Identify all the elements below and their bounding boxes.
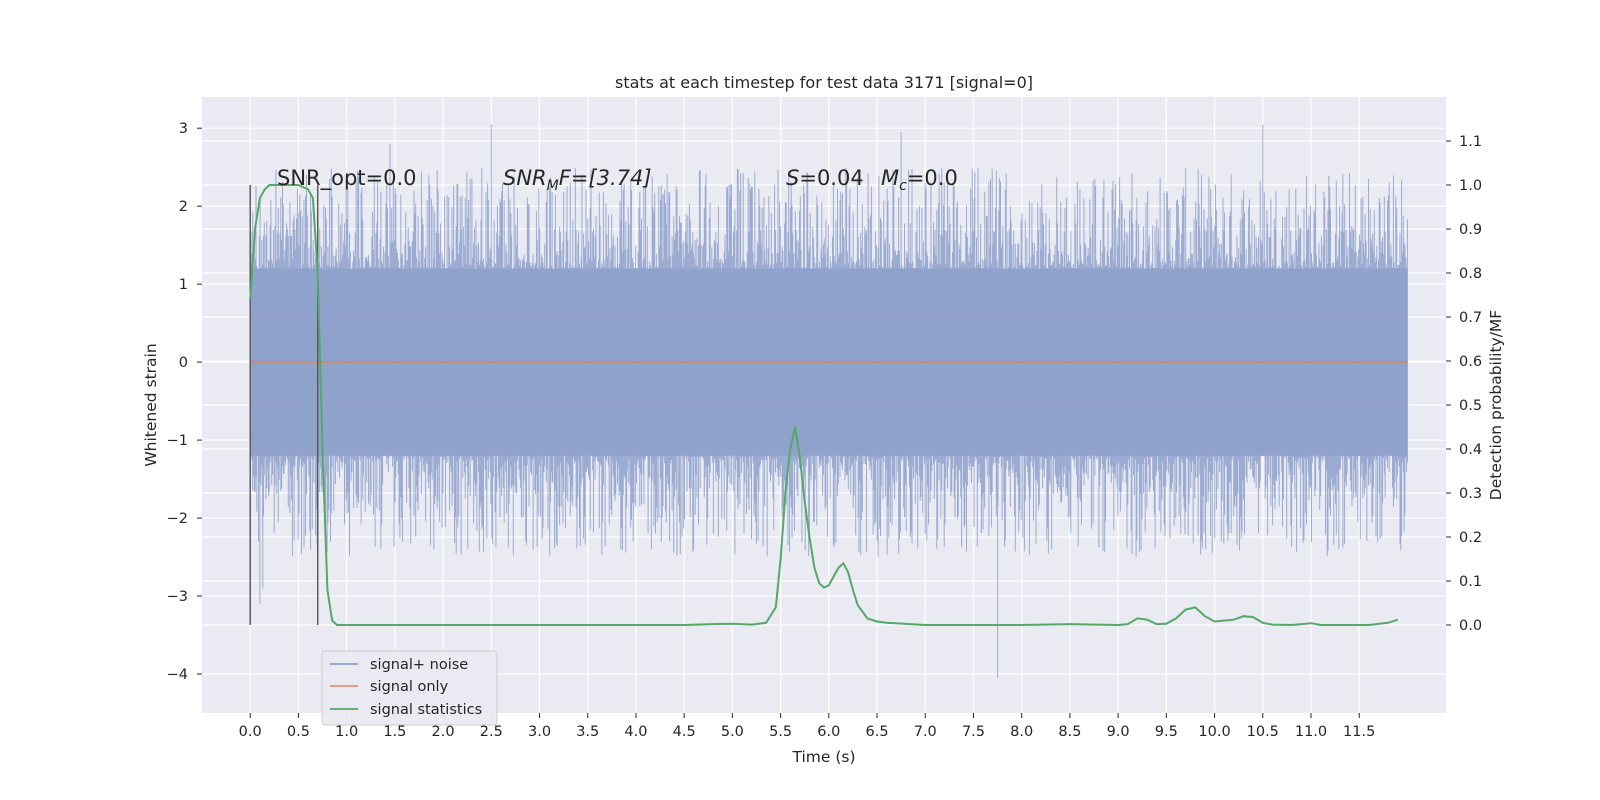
x-tick-label-16: 8.0	[1010, 724, 1033, 740]
x-tick-label-6: 3.0	[528, 724, 551, 740]
y-left-tick-label-4: −1	[167, 433, 188, 449]
y-right-tick-label-11: 0.0	[1459, 618, 1482, 634]
x-tick-label-3: 1.5	[383, 724, 406, 740]
annotation-snr-opt: SNR_opt=0.0	[277, 166, 417, 191]
y-left-tick-label-2: 1	[179, 277, 188, 293]
x-tick-label-11: 5.5	[769, 724, 792, 740]
x-tick-label-13: 6.5	[866, 724, 889, 740]
y-right-tick-label-7: 0.4	[1459, 442, 1482, 458]
y-left-tick-label-0: 3	[179, 121, 188, 137]
legend-box	[321, 650, 498, 726]
y-left-tick-labels: 3 2 1 0 −1 −2 −3 −4	[167, 121, 202, 683]
annotation-snr-mf: SNRMF=[3.74]	[503, 166, 652, 194]
y-right-axis-label: Detection probability/MF	[1487, 310, 1505, 501]
y-left-tick-label-1: 2	[179, 199, 188, 215]
x-tick-label-2: 1.0	[335, 724, 358, 740]
y-right-tick-label-8: 0.3	[1459, 486, 1482, 502]
legend-label-signal-statistics: signal statistics	[370, 702, 482, 718]
x-tick-label-5: 2.5	[480, 724, 503, 740]
y-left-tick-label-5: −2	[167, 511, 188, 527]
chart-title: stats at each timestep for test data 317…	[615, 73, 1033, 92]
y-left-tick-label-7: −4	[167, 667, 188, 683]
y-right-tick-label-9: 0.2	[1459, 530, 1482, 546]
y-right-tick-label-6: 0.5	[1459, 398, 1482, 414]
x-tick-label-12: 6.0	[817, 724, 840, 740]
x-tick-label-8: 4.0	[624, 724, 647, 740]
legend: signal+ noise signal only signal statist…	[321, 650, 498, 726]
y-right-tick-labels: 1.1 1.0 0.9 0.8 0.7 0.6 0.5 0.4 0.3 0.2 0.1 0.0	[1446, 134, 1482, 634]
annotation-mc: Mc=0.0	[881, 166, 958, 194]
legend-label-signal-only: signal only	[370, 679, 449, 695]
x-tick-label-15: 7.5	[962, 724, 985, 740]
annotation-s: S=0.04	[786, 166, 864, 190]
y-left-tick-label-3: 0	[179, 355, 188, 371]
x-tick-label-18: 9.0	[1107, 724, 1130, 740]
x-tick-label-22: 11.0	[1295, 724, 1327, 740]
x-tick-label-17: 8.5	[1058, 724, 1081, 740]
x-tick-label-10: 5.0	[721, 724, 744, 740]
y-right-tick-label-1: 1.0	[1459, 178, 1482, 194]
x-tick-label-0: 0.0	[239, 724, 262, 740]
x-tick-label-14: 7.0	[914, 724, 937, 740]
x-tick-label-9: 4.5	[673, 724, 696, 740]
y-left-axis-label: Whitened strain	[142, 343, 160, 466]
x-tick-labels: 0.0 0.5 1.0 1.5 2.0 2.5 3.0 3.5 4.0 4.5 5.0 5.5 6.0 6…	[239, 713, 1375, 740]
y-right-tick-label-0: 1.1	[1459, 134, 1482, 150]
series-signal-statistics	[249, 184, 1399, 627]
x-tick-label-7: 3.5	[576, 724, 599, 740]
y-left-tick-label-6: −3	[167, 589, 188, 605]
x-tick-label-4: 2.0	[432, 724, 455, 740]
legend-label-signal-noise: signal+ noise	[370, 657, 468, 673]
x-tick-label-1: 0.5	[287, 724, 310, 740]
y-right-tick-label-2: 0.9	[1459, 222, 1482, 238]
y-right-tick-label-3: 0.8	[1459, 266, 1482, 282]
x-tick-label-19: 9.5	[1155, 724, 1178, 740]
x-axis-label: Time (s)	[791, 748, 855, 766]
y-right-tick-label-10: 0.1	[1459, 574, 1482, 590]
y-right-tick-label-5: 0.6	[1459, 354, 1482, 370]
x-tick-label-21: 10.5	[1247, 724, 1279, 740]
y-right-tick-label-4: 0.7	[1459, 310, 1482, 326]
x-tick-label-23: 11.5	[1343, 724, 1375, 740]
x-tick-label-20: 10.0	[1198, 724, 1230, 740]
